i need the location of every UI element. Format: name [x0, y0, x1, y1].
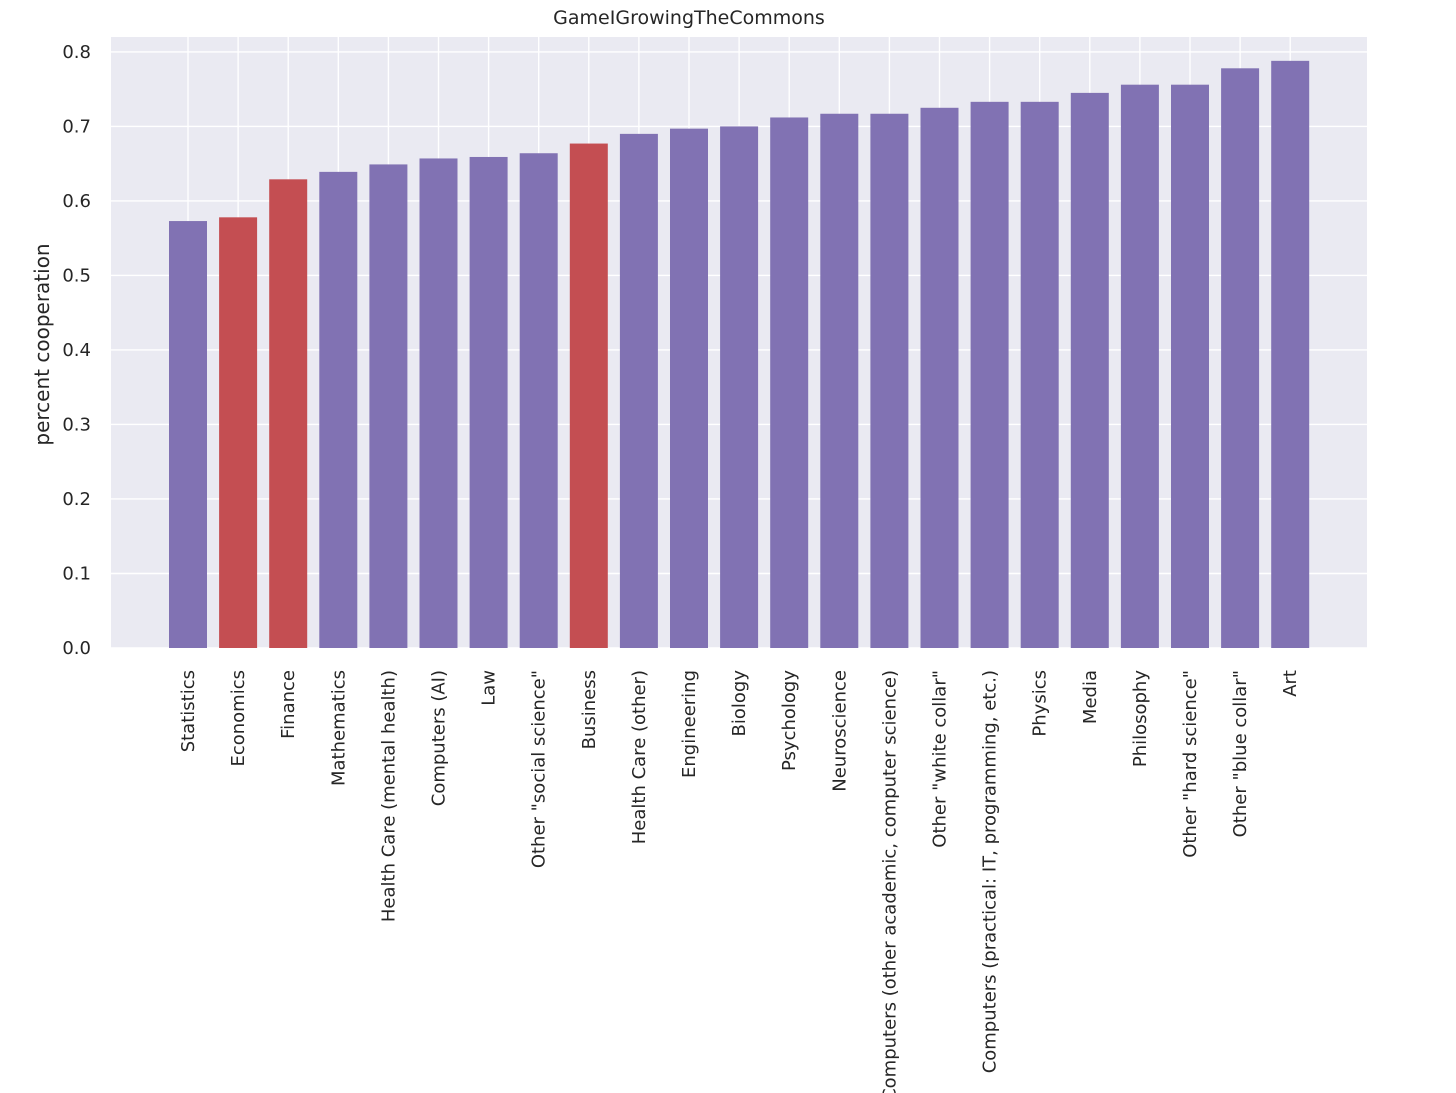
bar	[269, 179, 307, 648]
bar	[870, 114, 908, 648]
y-tick-label: 0.5	[62, 265, 91, 286]
x-tick-label: Computers (other academic, computer scie…	[879, 670, 900, 1093]
bar	[670, 129, 708, 648]
x-tick-label: Statistics	[178, 670, 199, 752]
chart-title: GameIGrowingTheCommons	[553, 7, 825, 29]
x-tick-label: Health Care (other)	[629, 670, 650, 844]
y-tick-label: 0.0	[62, 638, 91, 659]
x-tick-label: Other "white collar"	[930, 670, 951, 848]
bar	[169, 221, 207, 648]
y-tick-label: 0.3	[62, 414, 91, 435]
bar	[420, 158, 458, 648]
y-tick-label: 0.7	[62, 116, 91, 137]
x-tick-label: Physics	[1030, 670, 1051, 737]
x-tick-label: Economics	[228, 670, 249, 767]
x-tick-label: Business	[579, 670, 600, 749]
bar-chart: 0.0 0.1 0.2 0.3 0.4 0.5 0.6 0.7 0.8 Statistics Ec…	[0, 0, 1456, 1093]
bar	[470, 157, 508, 648]
bar	[570, 144, 608, 648]
x-tick-label: Psychology	[779, 670, 800, 771]
y-tick-label: 0.8	[62, 42, 91, 63]
y-tick-label: 0.2	[62, 489, 91, 510]
x-tick-label: Art	[1280, 670, 1301, 697]
x-tick-label: Other "social science"	[529, 670, 550, 868]
x-tick-label: Neuroscience	[829, 670, 850, 792]
bar	[219, 217, 257, 648]
y-tick-label: 0.6	[62, 191, 91, 212]
x-tick-label: Finance	[278, 670, 299, 739]
x-tick-label: Media	[1080, 670, 1101, 724]
x-tick-label: Other "hard science"	[1180, 670, 1201, 858]
y-tick-label: 0.1	[62, 563, 91, 584]
bar	[319, 172, 357, 648]
bar	[720, 126, 758, 648]
y-axis-ticks: 0.0 0.1 0.2 0.3 0.4 0.5 0.6 0.7 0.8	[62, 42, 91, 659]
x-tick-label: Mathematics	[328, 670, 349, 786]
x-tick-label: Other "blue collar"	[1230, 670, 1251, 837]
bar	[1271, 61, 1309, 648]
bar	[921, 108, 959, 648]
bar	[1021, 102, 1059, 648]
bar	[1121, 85, 1159, 648]
bar	[1171, 85, 1209, 648]
x-axis-ticks: Statistics Economics Finance Mathematics Hea…	[178, 670, 1301, 1093]
y-tick-label: 0.4	[62, 340, 91, 361]
bar	[820, 114, 858, 648]
x-tick-label: Engineering	[679, 670, 700, 778]
bar	[770, 117, 808, 648]
x-tick-label: Health Care (mental health)	[378, 670, 399, 922]
y-axis-label: percent cooperation	[30, 243, 54, 445]
bar	[620, 134, 658, 648]
x-tick-label: Biology	[729, 670, 750, 737]
x-tick-label: Computers (AI)	[429, 670, 450, 806]
bar	[520, 153, 558, 648]
bar	[369, 164, 407, 648]
x-tick-label: Law	[479, 670, 500, 706]
bar	[1071, 93, 1109, 648]
x-tick-label: Philosophy	[1130, 670, 1151, 768]
bar	[1221, 68, 1259, 648]
bar	[971, 102, 1009, 648]
x-tick-label: Computers (practical: IT, programming, e…	[980, 670, 1001, 1073]
